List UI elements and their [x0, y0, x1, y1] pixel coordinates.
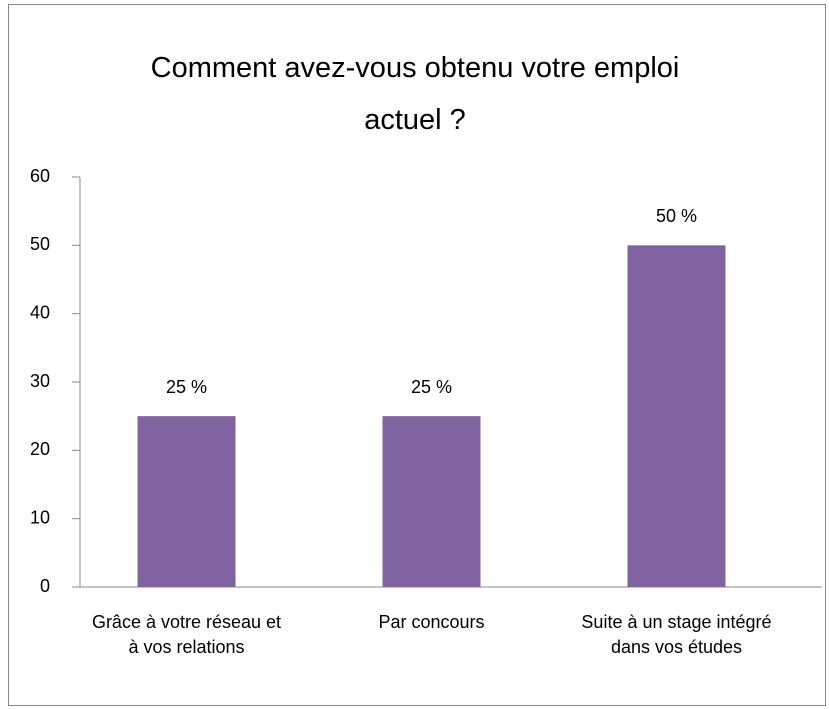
- y-tick-label: 40: [30, 302, 50, 322]
- y-tick-label: 20: [30, 439, 50, 459]
- bar: [137, 416, 236, 587]
- bar: [627, 245, 726, 588]
- y-tick-label: 30: [30, 371, 50, 391]
- chart-title: Comment avez-vous obtenu votre emploi ac…: [150, 52, 680, 136]
- y-tick-label: 10: [30, 507, 50, 527]
- y-tick-label: 50: [30, 234, 50, 254]
- x-tick-label: Par concours: [378, 612, 485, 632]
- value-label: 25 %: [411, 377, 452, 397]
- chart-frame: [8, 4, 826, 706]
- x-tick-label: Grâce à votre réseau et à vos relations: [91, 612, 282, 657]
- x-tick-label: Suite à un stage intégré dans vos études: [581, 612, 772, 657]
- y-tick-label: 60: [30, 166, 50, 186]
- value-label: 25 %: [166, 377, 207, 397]
- value-label: 50 %: [656, 206, 697, 226]
- y-tick-label: 0: [40, 576, 50, 596]
- bar: [382, 416, 481, 587]
